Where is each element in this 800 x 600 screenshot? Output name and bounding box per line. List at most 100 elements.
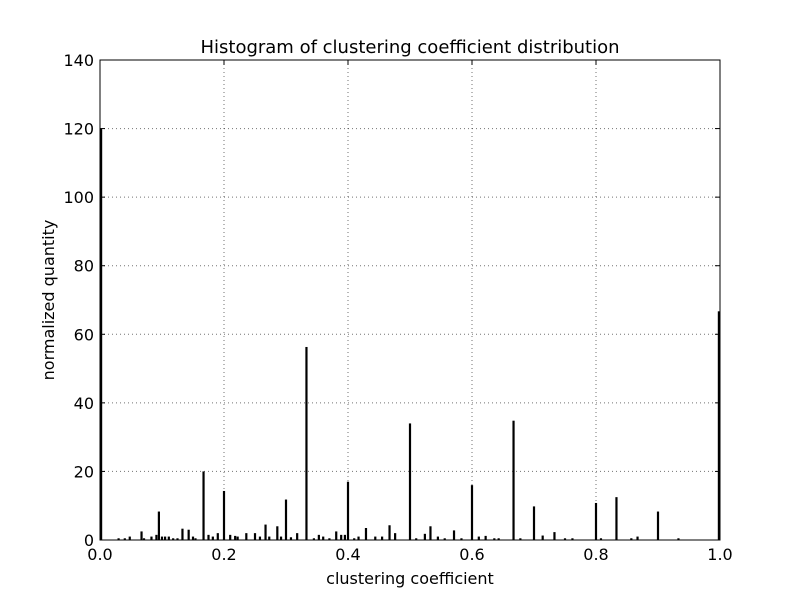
histogram-bar	[599, 538, 603, 540]
histogram-bar	[207, 534, 210, 540]
histogram-bar	[512, 420, 515, 540]
histogram-bar	[394, 533, 397, 540]
histogram-bar	[142, 538, 146, 540]
histogram-bar	[553, 532, 556, 540]
histogram-bar	[176, 538, 179, 540]
y-tick-label: 120	[63, 120, 94, 139]
histogram-bar	[493, 538, 496, 540]
histogram-bar	[423, 533, 426, 540]
histogram-bar	[284, 499, 288, 540]
histogram-bar	[335, 531, 338, 540]
y-tick-label: 40	[74, 394, 94, 413]
histogram-bar	[317, 534, 320, 540]
histogram-bar	[202, 471, 205, 540]
y-tick-label: 100	[63, 188, 94, 207]
y-tick-label: 140	[63, 51, 94, 70]
histogram-bar	[630, 538, 633, 540]
histogram-bar	[123, 538, 126, 540]
histogram-bar	[194, 538, 197, 540]
x-tick-label: 0.0	[87, 545, 112, 564]
histogram-bar	[279, 536, 283, 540]
histogram-bar	[364, 528, 368, 540]
histogram-bar	[563, 538, 567, 540]
histogram-bar	[211, 536, 214, 540]
histogram-bar	[594, 502, 598, 540]
histogram-bar	[222, 490, 226, 540]
histogram-bar	[128, 536, 131, 540]
histogram-bar	[677, 538, 680, 540]
histogram-bar	[236, 536, 239, 540]
chart-title: Histogram of clustering coefficient dist…	[200, 37, 619, 58]
histogram-bar	[276, 526, 279, 540]
histogram-bar	[150, 536, 153, 540]
histogram-bar	[470, 485, 474, 540]
x-tick-label: 1.0	[707, 545, 732, 564]
histogram-bar	[289, 537, 293, 540]
histogram-bar	[374, 536, 377, 540]
x-tick-label: 0.4	[335, 545, 360, 564]
histogram-bar	[636, 536, 639, 540]
histogram-bar	[164, 536, 167, 540]
histogram-bar	[436, 536, 439, 540]
histogram-bar	[160, 536, 164, 540]
y-tick-label: 80	[74, 257, 94, 276]
histogram-bar	[216, 533, 219, 540]
histogram-bar	[340, 534, 343, 540]
histogram-bar	[532, 506, 536, 540]
histogram-bar	[157, 511, 160, 540]
x-tick-label: 0.6	[459, 545, 484, 564]
histogram-bar	[234, 535, 237, 540]
x-tick-label: 0.2	[211, 545, 236, 564]
histogram-bar	[117, 538, 120, 540]
histogram-bar	[322, 536, 325, 540]
histogram-bar	[264, 524, 267, 540]
histogram-bar	[484, 535, 487, 540]
histogram-bar	[167, 536, 170, 540]
y-tick-label: 60	[74, 325, 94, 344]
histogram-bar	[305, 346, 308, 540]
histogram-bar	[312, 538, 315, 540]
histogram-bar	[258, 536, 262, 540]
histogram-bar	[155, 534, 158, 540]
y-tick-label: 0	[84, 531, 94, 550]
histogram-bar	[253, 533, 257, 540]
histogram-bar	[191, 536, 195, 540]
axis-ticks	[99, 59, 721, 541]
y-tick-label: 20	[74, 462, 94, 481]
histogram-bar	[571, 538, 574, 540]
histogram-bar	[452, 530, 456, 540]
x-tick-label: 0.8	[583, 545, 608, 564]
histogram-bar	[245, 533, 248, 540]
histogram-bar	[268, 536, 271, 540]
histogram-bar	[415, 538, 418, 540]
histogram-bar	[229, 534, 232, 540]
histogram-bar	[717, 311, 720, 540]
histogram-bar	[140, 531, 143, 540]
histogram-bar	[187, 529, 190, 540]
histogram-bar	[388, 525, 391, 540]
histogram-bar	[343, 534, 346, 540]
histogram-bar	[353, 538, 356, 540]
histogram-bar	[615, 497, 618, 540]
histogram-bar	[519, 538, 522, 540]
plot-area-frame	[99, 59, 721, 541]
histogram-bar	[357, 536, 360, 540]
histogram-bar	[296, 533, 299, 540]
histogram-bar	[541, 535, 544, 540]
histogram-bar	[460, 538, 463, 540]
histogram-bar	[172, 538, 175, 540]
y-tick-labels: 0 20 40 60 80 100 120 140	[63, 51, 94, 550]
histogram-bar	[181, 528, 184, 540]
x-axis-label: clustering coefficient	[326, 569, 494, 588]
histogram-bar	[328, 538, 331, 540]
x-tick-labels: 0.0 0.2 0.4 0.6 0.8 1.0	[87, 545, 732, 564]
grid-lines	[100, 60, 720, 540]
histogram-bar	[346, 481, 350, 540]
histogram-bar	[443, 538, 446, 540]
histogram-bar	[477, 536, 480, 540]
histogram-bar	[381, 536, 384, 540]
histogram-bar	[656, 511, 660, 540]
histogram-bar	[497, 538, 500, 540]
histogram-bar	[408, 423, 412, 540]
